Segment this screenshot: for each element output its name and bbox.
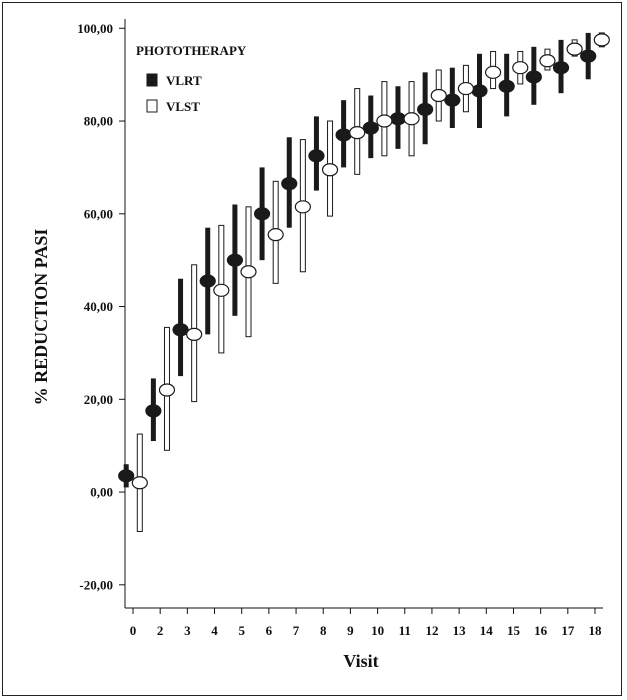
y-tick-label: 80,00 xyxy=(84,114,113,129)
x-tick-label: 5 xyxy=(238,623,245,638)
vlst-point xyxy=(566,42,583,56)
x-tick-label: 7 xyxy=(293,623,300,638)
vlrt-point xyxy=(417,102,434,117)
x-axis-title: Visit xyxy=(343,651,378,671)
x-tick-label: 2 xyxy=(157,623,164,638)
x-tick-label: 9 xyxy=(347,623,354,638)
vlrt-point xyxy=(498,79,515,93)
vlst-point xyxy=(376,114,393,128)
x-tick-label: 0 xyxy=(130,623,137,638)
vlrt-point xyxy=(471,84,488,98)
vlst-point xyxy=(349,126,366,140)
vlrt-point xyxy=(362,121,379,135)
x-tick-label: 12 xyxy=(425,623,438,638)
vlst-point xyxy=(294,200,311,214)
vlst-point xyxy=(539,54,556,68)
vlst-point xyxy=(131,476,148,490)
vlrt-point xyxy=(580,49,597,63)
data-marks xyxy=(118,32,610,532)
legend-swatch-vlst xyxy=(146,99,158,113)
x-tick-label: 17 xyxy=(561,623,575,638)
vlrt-point xyxy=(199,274,216,288)
legend: PHOTOTHERAPY VLRT VLST xyxy=(136,43,247,114)
vlst-point xyxy=(158,383,176,397)
vlst-point xyxy=(213,283,230,297)
legend-label-vlst: VLST xyxy=(166,99,200,114)
vlrt-point xyxy=(172,323,189,337)
vlrt-point xyxy=(145,404,162,418)
vlrt-point xyxy=(308,149,325,163)
x-tick-label: 15 xyxy=(507,623,521,638)
vlst-point xyxy=(186,327,203,341)
y-tick-label: -20,00 xyxy=(79,577,113,592)
x-tick-labels: 0 2 3 4 5 6 7 8 9 10 11 12 13 14 15 16 17 18 xyxy=(130,623,602,638)
x-tick-label: 11 xyxy=(399,623,411,638)
x-tick-label: 13 xyxy=(453,623,467,638)
vlst-point xyxy=(267,228,284,242)
x-tick-label: 3 xyxy=(184,623,191,638)
reduction-pasi-chart: -20,00 0,00 20,00 40,00 60,00 80,00 100,00 0 2 3… xyxy=(31,19,610,671)
vlrt-point xyxy=(552,61,570,75)
vlst-point xyxy=(430,88,447,103)
x-tick-label: 10 xyxy=(371,623,384,638)
vlst-point xyxy=(240,265,257,279)
vlst-point xyxy=(457,81,475,96)
vlrt-point xyxy=(525,70,542,84)
x-tick-label: 4 xyxy=(211,623,218,638)
vlrt-point xyxy=(226,253,244,267)
y-tick-label: 100,00 xyxy=(77,21,113,36)
x-tick-label: 16 xyxy=(534,623,548,638)
x-tick-label: 14 xyxy=(480,623,494,638)
y-tick-label: 40,00 xyxy=(84,299,113,314)
x-tick-label: 8 xyxy=(320,623,327,638)
vlrt-point xyxy=(389,112,407,126)
legend-label-vlrt: VLRT xyxy=(166,73,202,88)
axes xyxy=(119,19,603,614)
y-tick-label: 20,00 xyxy=(84,392,113,407)
vlrt-point xyxy=(444,93,461,107)
legend-title: PHOTOTHERAPY xyxy=(136,43,247,58)
vlrt-point xyxy=(118,469,135,483)
y-tick-label: 60,00 xyxy=(84,206,113,221)
vlrt-point xyxy=(253,207,271,221)
vlst-point xyxy=(321,163,339,177)
y-tick-labels: -20,00 0,00 20,00 40,00 60,00 80,00 100,00 xyxy=(77,21,113,593)
vlst-point xyxy=(593,33,610,47)
vlst-point xyxy=(512,61,529,75)
y-tick-label: 0,00 xyxy=(90,485,113,500)
legend-swatch-vlrt xyxy=(146,73,158,87)
vlst-point xyxy=(484,65,502,79)
vlrt-point xyxy=(281,177,298,191)
x-tick-label: 18 xyxy=(589,623,603,638)
y-axis-title: % REDUCTION PASI xyxy=(31,229,51,406)
x-tick-label: 6 xyxy=(266,623,273,638)
vlrt-point xyxy=(335,128,352,142)
vlst-point xyxy=(403,112,420,126)
